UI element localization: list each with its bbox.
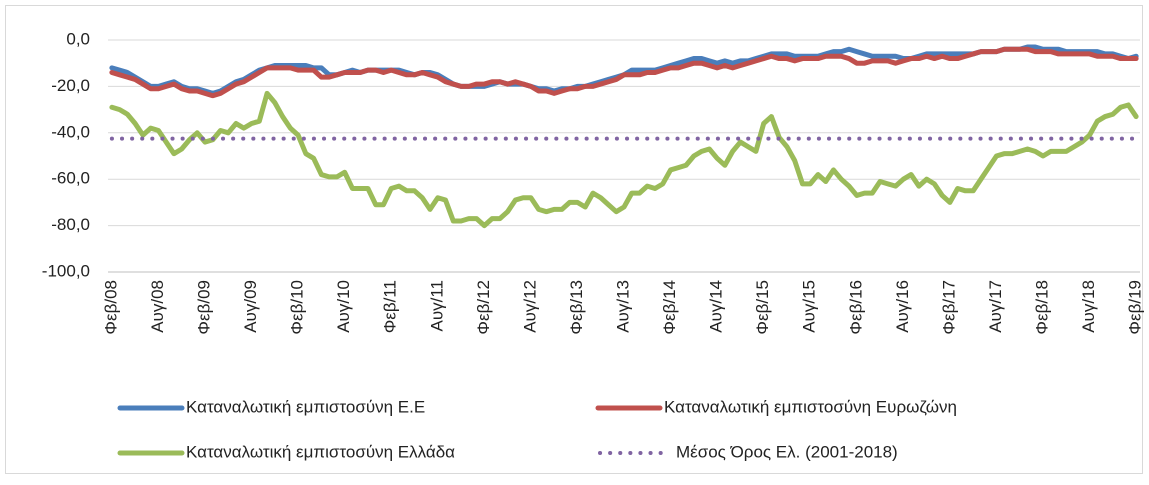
y-tick-label: -60,0 bbox=[51, 169, 90, 188]
x-tick-label: Φεβ/19 bbox=[1126, 280, 1145, 335]
x-tick-label: Φεβ/10 bbox=[288, 280, 307, 335]
x-tick-label: Αυγ/11 bbox=[427, 280, 446, 332]
x-tick-label: Αυγ/15 bbox=[800, 280, 819, 333]
legend-label: Καταναλωτική εμπιστοσύνη Ευρωζώνη bbox=[664, 397, 957, 416]
x-tick-label: Αυγ/14 bbox=[707, 280, 726, 333]
x-tick-label: Αυγ/09 bbox=[241, 280, 260, 333]
x-tick-label: Φεβ/08 bbox=[101, 280, 120, 335]
x-tick-label: Αυγ/08 bbox=[148, 280, 167, 333]
x-tick-label: Αυγ/18 bbox=[1079, 280, 1098, 333]
x-tick-label: Φεβ/15 bbox=[753, 280, 772, 335]
y-tick-label: -100,0 bbox=[42, 261, 90, 280]
x-tick-label: Φεβ/12 bbox=[474, 280, 493, 335]
x-tick-label: Αυγ/13 bbox=[613, 280, 632, 333]
x-tick-label: Φεβ/17 bbox=[939, 280, 958, 335]
y-tick-label: 0,0 bbox=[66, 29, 90, 48]
series-line bbox=[109, 46, 1139, 99]
series-line bbox=[109, 90, 1139, 229]
y-tick-label: -80,0 bbox=[51, 215, 90, 234]
x-tick-label: Φεβ/16 bbox=[846, 280, 865, 335]
legend-label: Καταναλωτική εμπιστοσύνη Ελλάδα bbox=[186, 442, 455, 461]
x-tick-label: Αυγ/16 bbox=[893, 280, 912, 333]
y-tick-label: -20,0 bbox=[51, 76, 90, 95]
x-tick-label: Φεβ/13 bbox=[567, 280, 586, 335]
chart-frame bbox=[5, 5, 1143, 474]
x-tick-label: Αυγ/12 bbox=[520, 280, 539, 333]
x-tick-label: Αυγ/17 bbox=[986, 280, 1005, 333]
legend-label: Μέσος Όρος Ελ. (2001-2018) bbox=[676, 442, 898, 461]
x-tick-label: Φεβ/18 bbox=[1032, 280, 1051, 335]
x-tick-label: Φεβ/14 bbox=[660, 280, 679, 335]
y-tick-label: -40,0 bbox=[51, 122, 90, 141]
x-tick-label: Αυγ/10 bbox=[334, 280, 353, 333]
x-tick-label: Φεβ/11 bbox=[381, 280, 400, 333]
legend-label: Καταναλωτική εμπιστοσύνη Ε.Ε bbox=[186, 397, 425, 416]
x-tick-label: Φεβ/09 bbox=[194, 280, 213, 335]
